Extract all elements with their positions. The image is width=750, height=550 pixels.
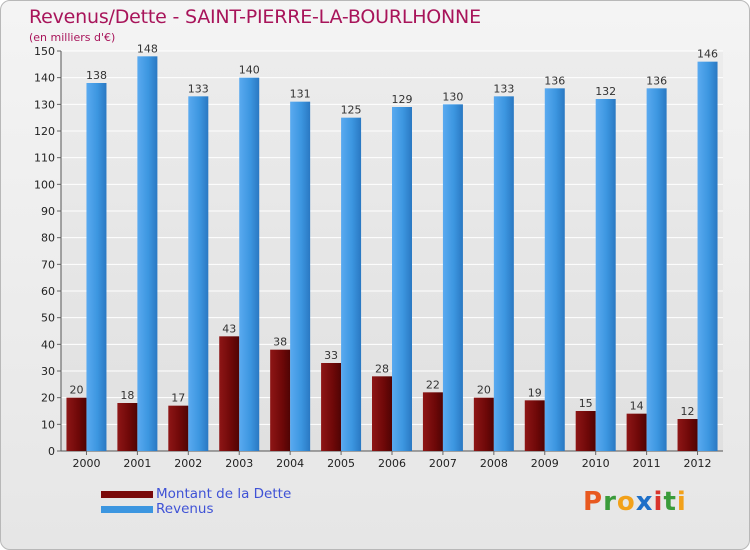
x-tick-label: 2010 <box>582 457 610 470</box>
data-label-revenus: 148 <box>137 42 158 55</box>
y-tick-label: 130 <box>34 98 55 111</box>
data-label-revenus: 136 <box>646 74 667 87</box>
bar-dette <box>677 419 698 451</box>
data-label-dette: 20 <box>69 384 83 397</box>
chart-title: Revenus/Dette - SAINT-PIERRE-LA-BOURLHON… <box>29 6 481 28</box>
logo-letter: t <box>663 487 677 517</box>
bar-revenus <box>493 96 514 451</box>
legend-swatch-revenus <box>101 506 153 513</box>
y-tick-label: 40 <box>41 338 55 351</box>
x-tick-label: 2006 <box>378 457 406 470</box>
data-label-revenus: 146 <box>697 48 718 61</box>
x-tick-label: 2000 <box>72 457 100 470</box>
x-tick-label: 2004 <box>276 457 304 470</box>
data-label-revenus: 133 <box>493 82 514 95</box>
y-tick-label: 90 <box>41 205 55 218</box>
bar-revenus <box>188 96 209 451</box>
chart-subtitle: (en milliers d'€) <box>29 31 116 44</box>
bar-dette <box>321 363 342 451</box>
data-label-dette: 19 <box>528 386 542 399</box>
data-label-revenus: 131 <box>290 88 311 101</box>
data-label-dette: 18 <box>120 389 134 402</box>
x-tick-label: 2002 <box>174 457 202 470</box>
data-label-dette: 43 <box>222 322 236 335</box>
data-label-revenus: 132 <box>595 85 616 98</box>
bar-revenus <box>646 88 667 451</box>
y-tick-label: 150 <box>34 45 55 58</box>
bar-dette <box>66 397 87 451</box>
data-label-dette: 22 <box>426 378 440 391</box>
logo-letter: o <box>616 487 636 517</box>
data-label-dette: 12 <box>681 405 695 418</box>
x-tick-label: 2012 <box>684 457 712 470</box>
data-label-revenus: 136 <box>544 74 565 87</box>
legend-swatch-dette <box>101 491 153 498</box>
data-label-revenus: 130 <box>442 90 463 103</box>
y-tick-label: 80 <box>41 232 55 245</box>
y-tick-label: 70 <box>41 258 55 271</box>
bar-revenus <box>442 104 463 451</box>
x-tick-label: 2003 <box>225 457 253 470</box>
y-tick-label: 110 <box>34 152 55 165</box>
bar-dette <box>575 411 596 451</box>
data-label-dette: 15 <box>579 397 593 410</box>
data-label-dette: 17 <box>171 392 185 405</box>
bar-revenus <box>239 77 260 452</box>
bar-dette <box>524 400 545 451</box>
bar-revenus <box>341 117 362 452</box>
bar-dette <box>168 405 189 451</box>
data-label-revenus: 140 <box>239 64 260 77</box>
y-tick-label: 10 <box>41 418 55 431</box>
bar-dette <box>117 403 138 451</box>
logo-letter: r <box>603 487 617 517</box>
bar-dette <box>270 349 291 451</box>
data-label-revenus: 125 <box>341 104 362 117</box>
y-tick-label: 100 <box>34 178 55 191</box>
bar-revenus <box>137 56 158 451</box>
bar-revenus <box>544 88 565 451</box>
x-tick-label: 2001 <box>123 457 151 470</box>
bar-dette <box>219 336 240 451</box>
bar-revenus <box>290 101 311 452</box>
x-tick-label: 2005 <box>327 457 355 470</box>
bar-revenus <box>595 99 616 451</box>
x-tick-label: 2008 <box>480 457 508 470</box>
data-label-revenus: 133 <box>188 82 209 95</box>
y-tick-label: 140 <box>34 72 55 85</box>
bar-revenus <box>697 61 718 452</box>
bar-revenus <box>392 107 412 451</box>
logo-letter: i <box>653 487 664 517</box>
data-label-dette: 38 <box>273 336 287 349</box>
data-label-revenus: 129 <box>392 93 413 106</box>
bar-dette <box>372 376 392 451</box>
y-tick-label: 50 <box>41 312 55 325</box>
bar-dette <box>473 397 494 451</box>
y-tick-label: 30 <box>41 365 55 378</box>
legend-label-dette: Montant de la Dette <box>156 486 292 502</box>
x-tick-label: 2009 <box>531 457 559 470</box>
data-label-revenus: 138 <box>86 69 107 82</box>
y-tick-label: 20 <box>41 392 55 405</box>
proxiti-logo: Proxiti <box>583 487 687 517</box>
data-label-dette: 20 <box>477 384 491 397</box>
x-tick-label: 2011 <box>633 457 661 470</box>
logo-letter: i <box>676 487 687 517</box>
legend-label-revenus: Revenus <box>156 501 214 517</box>
y-tick-label: 60 <box>41 285 55 298</box>
y-tick-label: 120 <box>34 125 55 138</box>
logo-letter: x <box>635 487 654 517</box>
bar-dette <box>422 392 443 451</box>
bar-revenus <box>86 83 107 451</box>
data-label-dette: 33 <box>324 349 338 362</box>
x-tick-label: 2007 <box>429 457 457 470</box>
data-label-dette: 14 <box>630 400 644 413</box>
bar-dette <box>626 413 647 451</box>
data-label-dette: 28 <box>375 362 389 375</box>
y-tick-label: 0 <box>48 445 55 458</box>
logo-letter: P <box>583 487 604 517</box>
